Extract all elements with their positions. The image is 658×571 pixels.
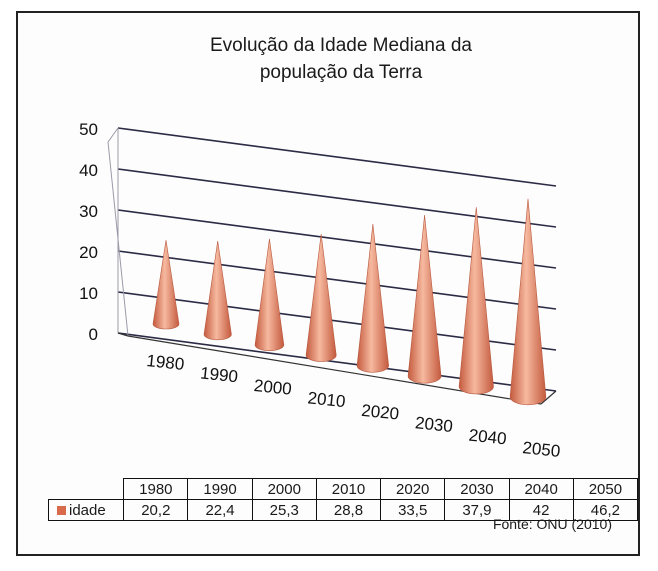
cone-body bbox=[509, 198, 547, 406]
gridline bbox=[117, 209, 557, 269]
data-table-value-cell: 28,8 bbox=[315, 499, 382, 521]
chart-title-line-2: população da Terra bbox=[260, 62, 423, 83]
data-table-value-cell: 37,9 bbox=[444, 499, 510, 521]
chart-frame: Evolução da Idade Mediana da população d… bbox=[16, 11, 640, 556]
floor-right-edge bbox=[540, 390, 557, 405]
x-tick-label: 2020 bbox=[360, 401, 400, 424]
cone-body bbox=[305, 234, 337, 362]
data-table-value-cell: 33,5 bbox=[380, 499, 446, 521]
cone-mark bbox=[356, 223, 389, 373]
data-table-value-cell: 22,4 bbox=[187, 499, 253, 521]
cone-body bbox=[254, 238, 285, 351]
x-tick-label: 2000 bbox=[253, 376, 293, 399]
data-table: 1980 1990 2000 2010 2020 2030 2040 2050 … bbox=[47, 478, 639, 521]
data-table-corner bbox=[48, 478, 125, 500]
gridlines bbox=[107, 127, 557, 405]
data-table-value-cell: 42 bbox=[508, 499, 574, 521]
data-table-header-cell: 1990 bbox=[187, 478, 253, 500]
data-table-header-cell: 2030 bbox=[444, 478, 510, 500]
data-table-series-label: idade bbox=[47, 499, 125, 521]
cone-chart: Evolução da Idade Mediana da população d… bbox=[79, 35, 562, 461]
data-table-header-cell: 2010 bbox=[315, 478, 382, 500]
data-table-value-cell: 25,3 bbox=[251, 499, 317, 521]
y-tick-label: 50 bbox=[79, 120, 98, 139]
cone-mark bbox=[254, 238, 285, 351]
cone-mark bbox=[407, 215, 442, 384]
cone-mark bbox=[509, 198, 547, 406]
cone-series bbox=[152, 198, 547, 406]
x-tick-label: 2030 bbox=[414, 413, 454, 436]
cone-mark bbox=[458, 207, 494, 395]
chart-title-line-1: Evolução da Idade Mediana da bbox=[210, 35, 472, 56]
cone-body bbox=[458, 207, 494, 395]
data-table-header-cell: 2020 bbox=[380, 478, 446, 500]
x-tick-label: 1980 bbox=[146, 351, 186, 374]
left-wall-top-edge bbox=[107, 127, 119, 143]
data-table-value-row: idade 20,2 22,4 25,3 28,8 33,5 37,9 42 4… bbox=[47, 499, 639, 521]
cone-body bbox=[407, 215, 442, 384]
data-table-header-row: 1980 1990 2000 2010 2020 2030 2040 2050 bbox=[48, 478, 639, 500]
floor-left-edge bbox=[117, 332, 129, 337]
cone-body bbox=[203, 240, 232, 341]
source-note: Fonte: ONU (2010) bbox=[492, 516, 612, 532]
cone-mark bbox=[152, 240, 180, 330]
left-wall-front-edge bbox=[107, 141, 129, 337]
data-table-header-cell: 2040 bbox=[508, 478, 574, 500]
data-table-value-cell: 46,2 bbox=[572, 499, 639, 521]
cone-mark bbox=[203, 240, 232, 341]
x-tick-label: 2040 bbox=[468, 426, 508, 449]
series-name: idade bbox=[69, 501, 106, 519]
data-table-header-cell: 2050 bbox=[572, 478, 639, 500]
y-tick-label: 40 bbox=[79, 161, 98, 180]
cone-body bbox=[356, 223, 389, 373]
y-tick-label: 30 bbox=[79, 202, 98, 221]
data-table-value-cell: 20,2 bbox=[123, 499, 189, 521]
y-tick-label: 0 bbox=[89, 325, 98, 344]
y-axis-ticks: 0 10 20 30 40 50 bbox=[79, 120, 98, 344]
cone-body bbox=[152, 240, 180, 330]
cone-mark bbox=[305, 234, 337, 362]
x-tick-label: 2010 bbox=[307, 388, 347, 411]
x-tick-label: 2050 bbox=[522, 438, 562, 461]
gridline bbox=[117, 127, 557, 187]
legend-swatch bbox=[57, 506, 66, 516]
y-tick-label: 10 bbox=[79, 284, 98, 303]
data-table-header-cell: 1980 bbox=[123, 478, 189, 500]
x-tick-label: 1990 bbox=[199, 364, 239, 387]
gridline bbox=[117, 168, 557, 228]
x-axis-ticks: 1980 1990 2000 2010 2020 2030 2040 2050 bbox=[146, 351, 562, 461]
data-table-header-cell: 2000 bbox=[251, 478, 317, 500]
y-tick-label: 20 bbox=[79, 243, 98, 262]
